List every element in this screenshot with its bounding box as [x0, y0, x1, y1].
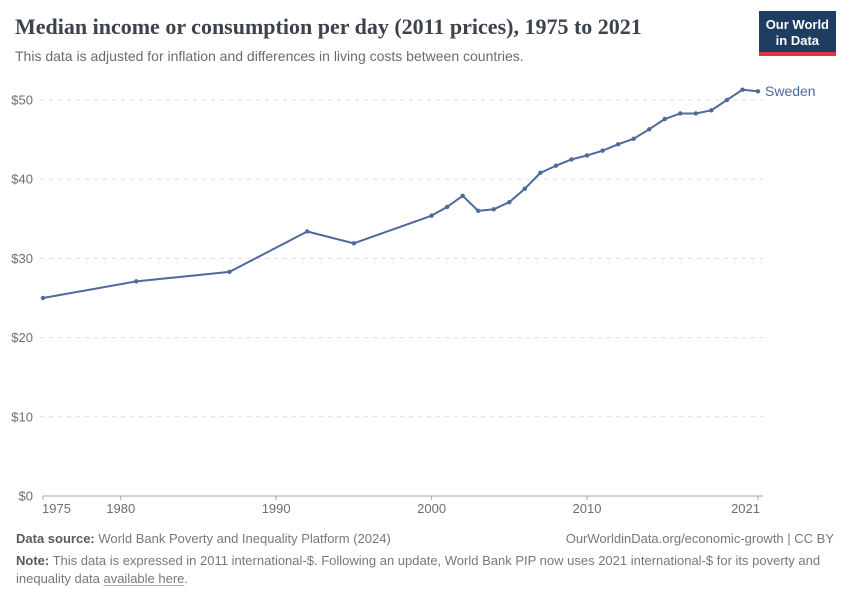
data-point [40, 295, 46, 301]
x-tick-label: 1990 [262, 501, 291, 516]
owid-logo-line1: Our World [765, 17, 829, 32]
y-tick-label: $0 [19, 489, 33, 504]
note-text: This data is expressed in 2011 internati… [16, 553, 821, 587]
data-point [227, 269, 232, 275]
data-point [305, 229, 310, 234]
data-point [662, 116, 667, 122]
data-point [476, 208, 481, 214]
data-point [538, 170, 543, 176]
chart-footer: Data source: World Bank Poverty and Ineq… [16, 531, 834, 588]
owid-logo[interactable]: Our World in Data [758, 11, 836, 57]
data-point [553, 163, 559, 168]
note-label: Note: [16, 553, 50, 568]
data-point [740, 87, 745, 92]
data-point [631, 136, 636, 142]
data-line [42, 88, 759, 299]
data-source-line: Data source: World Bank Poverty and Ineq… [16, 531, 391, 546]
data-point [522, 186, 528, 191]
data-source-label: Data source: [16, 531, 95, 546]
owid-url-and-license[interactable]: OurWorldinData.org/economic-growth | CC … [565, 531, 834, 546]
page-title: Median income or consumption per day (20… [15, 14, 642, 39]
data-point [134, 279, 139, 284]
series-label: Sweden [765, 83, 816, 99]
data-point [709, 108, 714, 113]
y-tick-label: $10 [11, 409, 33, 424]
chart-subtitle: This data is adjusted for inflation and … [15, 48, 524, 65]
x-tick-label: 2010 [573, 501, 602, 516]
data-point [460, 193, 465, 199]
x-tick-label: 2000 [417, 501, 446, 516]
data-point [351, 241, 357, 246]
owid-logo-line2: in Data [775, 32, 820, 48]
data-point [429, 213, 434, 218]
data-point [569, 157, 574, 162]
chart-canvas[interactable]: $0 $10 $20 $30 $40 $50 1975 1980 1990 2000 2010 202… [0, 0, 850, 528]
chart-header: Median income or consumption per day (20… [15, 14, 755, 66]
data-point [646, 127, 652, 132]
data-point [584, 153, 590, 158]
x-tick-label: 1980 [106, 501, 135, 516]
data-point [693, 111, 699, 116]
note-line: Note: This data is expressed in 2011 int… [16, 552, 834, 588]
data-source-value: World Bank Poverty and Inequality Platfo… [98, 531, 391, 546]
note-suffix: . [184, 571, 189, 587]
data-point [600, 148, 605, 153]
data-point [724, 97, 730, 103]
available-here-link[interactable]: available here [103, 571, 185, 587]
y-tick-label: $30 [11, 251, 33, 266]
x-tick-label: 1975 [42, 501, 71, 516]
y-tick-label: $40 [11, 172, 33, 187]
data-point [444, 204, 450, 210]
y-tick-label: $20 [11, 330, 33, 345]
y-tick-label: $50 [11, 93, 33, 108]
data-point [507, 199, 512, 205]
data-point [755, 89, 761, 94]
data-point [491, 207, 496, 212]
data-point [678, 111, 683, 116]
data-point [615, 142, 621, 147]
x-tick-label: 2021 [731, 501, 760, 516]
